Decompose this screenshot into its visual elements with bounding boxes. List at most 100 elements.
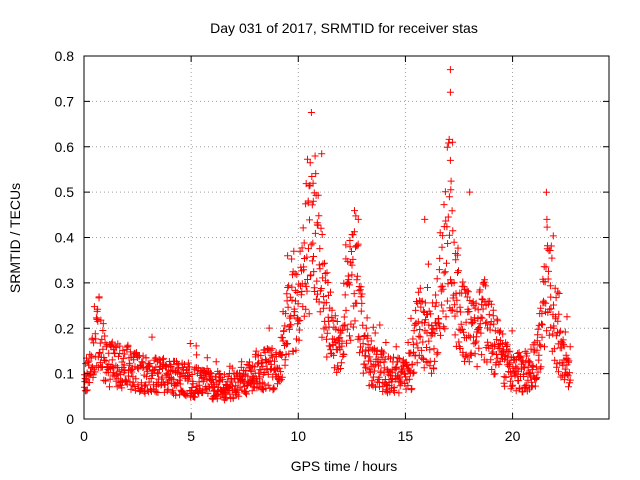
data-point bbox=[98, 335, 106, 343]
data-point bbox=[282, 310, 290, 318]
data-point bbox=[395, 355, 403, 363]
data-point bbox=[415, 288, 423, 296]
data-point bbox=[314, 221, 322, 229]
data-point bbox=[134, 365, 142, 373]
data-point bbox=[348, 248, 355, 255]
data-point bbox=[308, 173, 316, 180]
data-point bbox=[278, 351, 286, 359]
x-tick-label: 15 bbox=[398, 428, 414, 444]
data-point bbox=[519, 388, 527, 396]
data-point bbox=[395, 389, 403, 397]
data-point bbox=[358, 290, 366, 298]
data-point bbox=[554, 288, 562, 296]
data-point bbox=[413, 339, 421, 347]
data-point bbox=[302, 282, 310, 290]
data-point bbox=[340, 351, 348, 358]
data-point bbox=[455, 267, 462, 275]
data-point bbox=[106, 375, 114, 383]
data-point bbox=[445, 139, 453, 147]
data-point bbox=[153, 370, 161, 378]
data-point bbox=[439, 285, 447, 293]
data-point bbox=[549, 232, 557, 240]
data-point bbox=[441, 325, 449, 333]
data-point bbox=[342, 306, 350, 314]
data-point bbox=[450, 279, 458, 287]
data-point bbox=[536, 341, 544, 349]
data-point bbox=[563, 313, 571, 321]
data-point bbox=[102, 377, 110, 385]
data-point bbox=[257, 352, 265, 360]
data-point bbox=[465, 308, 473, 315]
data-point bbox=[121, 350, 129, 358]
data-point bbox=[473, 363, 481, 371]
data-point bbox=[528, 361, 536, 369]
data-point bbox=[481, 276, 489, 284]
data-point bbox=[528, 378, 536, 386]
data-point bbox=[318, 231, 326, 238]
data-point bbox=[151, 387, 159, 395]
data-point bbox=[371, 329, 379, 337]
data-point bbox=[106, 383, 113, 391]
data-point bbox=[537, 342, 545, 350]
data-point bbox=[441, 268, 449, 276]
data-point bbox=[493, 336, 501, 344]
data-point bbox=[365, 347, 372, 355]
data-point bbox=[538, 321, 546, 329]
data-point bbox=[283, 297, 291, 305]
data-point bbox=[433, 350, 441, 358]
data-point bbox=[264, 370, 272, 378]
data-point bbox=[451, 312, 459, 320]
data-point bbox=[328, 306, 336, 314]
data-point bbox=[341, 291, 349, 299]
data-point bbox=[369, 323, 377, 331]
data-point bbox=[405, 365, 412, 373]
data-point bbox=[154, 369, 162, 377]
data-point bbox=[543, 215, 551, 223]
data-point bbox=[407, 314, 415, 322]
data-point bbox=[367, 337, 375, 345]
data-point bbox=[331, 312, 339, 320]
data-point bbox=[93, 315, 101, 323]
data-point bbox=[308, 257, 316, 265]
data-point bbox=[324, 279, 332, 286]
data-point bbox=[295, 336, 303, 344]
data-point bbox=[516, 384, 524, 392]
data-point bbox=[555, 368, 562, 376]
data-point bbox=[158, 373, 166, 381]
data-point bbox=[506, 377, 514, 385]
data-point bbox=[414, 318, 422, 326]
data-point bbox=[451, 301, 459, 309]
data-point bbox=[382, 339, 390, 346]
data-point bbox=[454, 269, 461, 276]
data-point bbox=[544, 309, 552, 316]
y-tick-label: 0.5 bbox=[55, 184, 75, 200]
x-tick-label: 5 bbox=[187, 428, 195, 444]
data-point bbox=[529, 366, 537, 374]
data-point bbox=[102, 357, 110, 365]
data-point bbox=[344, 279, 352, 287]
data-point bbox=[126, 348, 134, 356]
data-point bbox=[453, 307, 461, 315]
data-point bbox=[316, 265, 324, 273]
data-point bbox=[541, 278, 549, 286]
data-point bbox=[290, 247, 298, 255]
data-point bbox=[334, 335, 342, 343]
data-point bbox=[116, 371, 124, 379]
y-tick-label: 0.7 bbox=[55, 93, 75, 109]
data-point bbox=[295, 326, 303, 334]
data-point bbox=[414, 344, 422, 352]
data-point bbox=[359, 321, 367, 329]
data-point bbox=[449, 306, 457, 314]
data-point bbox=[501, 352, 509, 360]
data-point bbox=[446, 156, 454, 164]
data-point bbox=[472, 299, 480, 307]
data-point bbox=[487, 356, 495, 364]
data-point bbox=[339, 322, 347, 330]
data-point bbox=[477, 329, 485, 337]
data-point bbox=[533, 337, 541, 345]
data-point bbox=[149, 367, 157, 375]
data-point bbox=[430, 345, 438, 353]
data-point bbox=[443, 259, 450, 267]
data-point bbox=[326, 342, 334, 350]
data-point bbox=[494, 317, 502, 325]
